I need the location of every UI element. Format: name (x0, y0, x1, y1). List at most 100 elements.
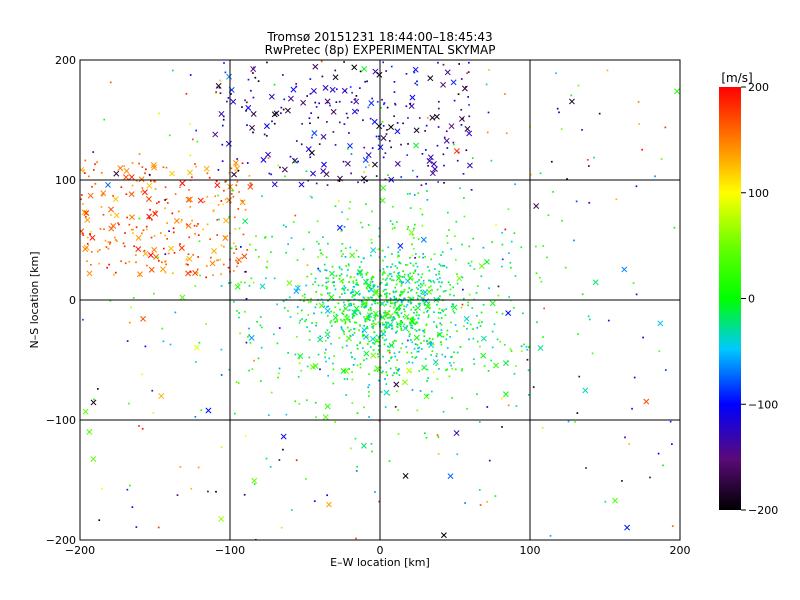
data-point (363, 282, 366, 285)
data-point (328, 357, 331, 360)
data-point (361, 226, 364, 229)
data-point (365, 273, 368, 276)
data-point-x-marker (582, 387, 589, 394)
data-point (476, 326, 479, 329)
data-point (329, 104, 331, 107)
data-point (225, 180, 228, 182)
data-point (88, 175, 90, 178)
data-point (386, 292, 388, 294)
data-point (341, 346, 344, 349)
data-point (424, 130, 427, 132)
data-point-x-marker (112, 196, 119, 203)
data-point (393, 226, 396, 229)
data-point (573, 239, 575, 242)
data-point (270, 173, 273, 176)
data-point (412, 237, 415, 239)
data-point (429, 340, 432, 343)
data-point (427, 303, 429, 306)
data-point (324, 356, 327, 359)
data-point (400, 347, 403, 350)
data-point (452, 286, 455, 289)
data-point-x-marker (248, 334, 255, 341)
data-point (393, 339, 396, 342)
data-point (422, 329, 424, 332)
data-point (412, 272, 415, 274)
data-point (336, 320, 339, 323)
data-point-x-marker (374, 365, 381, 372)
data-point (398, 298, 401, 300)
grid-lines (80, 60, 680, 540)
data-point (306, 264, 309, 267)
data-point (363, 146, 366, 149)
data-point (104, 239, 107, 242)
data-point (451, 368, 454, 370)
data-point (282, 448, 284, 451)
data-point (166, 201, 169, 204)
data-point (366, 317, 368, 320)
data-point (144, 172, 146, 175)
data-point (360, 221, 362, 224)
data-point-x-marker (368, 286, 375, 293)
data-point (367, 309, 370, 311)
data-point (138, 274, 141, 277)
data-point (355, 283, 357, 286)
data-point (100, 206, 103, 208)
data-point (386, 374, 389, 377)
data-point-x-marker (82, 408, 89, 415)
data-point (358, 292, 361, 295)
data-point-x-marker (281, 166, 288, 173)
data-point (189, 123, 192, 125)
data-point (413, 71, 416, 74)
data-point-x-marker (365, 282, 372, 289)
data-point (363, 316, 365, 318)
data-point (364, 318, 367, 320)
data-point (561, 219, 563, 222)
data-point (383, 102, 386, 104)
data-point (190, 487, 193, 490)
data-point (378, 235, 381, 238)
data-point (154, 188, 157, 190)
data-point (319, 249, 322, 251)
data-point (283, 307, 286, 309)
data-point (315, 182, 318, 185)
data-point (171, 69, 174, 72)
data-point (296, 312, 299, 315)
data-point (236, 265, 238, 268)
data-point (424, 294, 426, 297)
data-point (396, 390, 398, 393)
data-point (309, 156, 312, 159)
data-point (141, 427, 144, 430)
data-point (366, 278, 368, 281)
data-point (90, 250, 93, 253)
data-point (375, 175, 378, 177)
data-point (372, 320, 375, 322)
data-point (486, 406, 489, 408)
data-point (315, 324, 317, 327)
data-point (367, 224, 370, 226)
data-point (483, 365, 486, 367)
data-point (345, 265, 348, 267)
data-point (340, 250, 343, 252)
data-point (396, 323, 399, 326)
data-point (393, 302, 396, 304)
data-point (242, 233, 245, 236)
data-point (316, 240, 318, 243)
data-point (245, 270, 247, 273)
data-point (332, 382, 335, 385)
data-point (259, 324, 262, 327)
data-point (257, 357, 260, 360)
data-point (365, 203, 367, 205)
data-point-x-marker (80, 228, 85, 235)
data-point (550, 160, 553, 163)
data-point (362, 333, 364, 336)
data-point (454, 258, 457, 261)
data-point (384, 310, 387, 313)
data-point (384, 326, 386, 329)
data-point (229, 281, 232, 284)
data-point (132, 232, 134, 235)
data-point (564, 266, 567, 269)
data-point (442, 63, 445, 66)
data-point (167, 252, 170, 255)
data-point (86, 236, 89, 239)
data-point (309, 78, 312, 80)
